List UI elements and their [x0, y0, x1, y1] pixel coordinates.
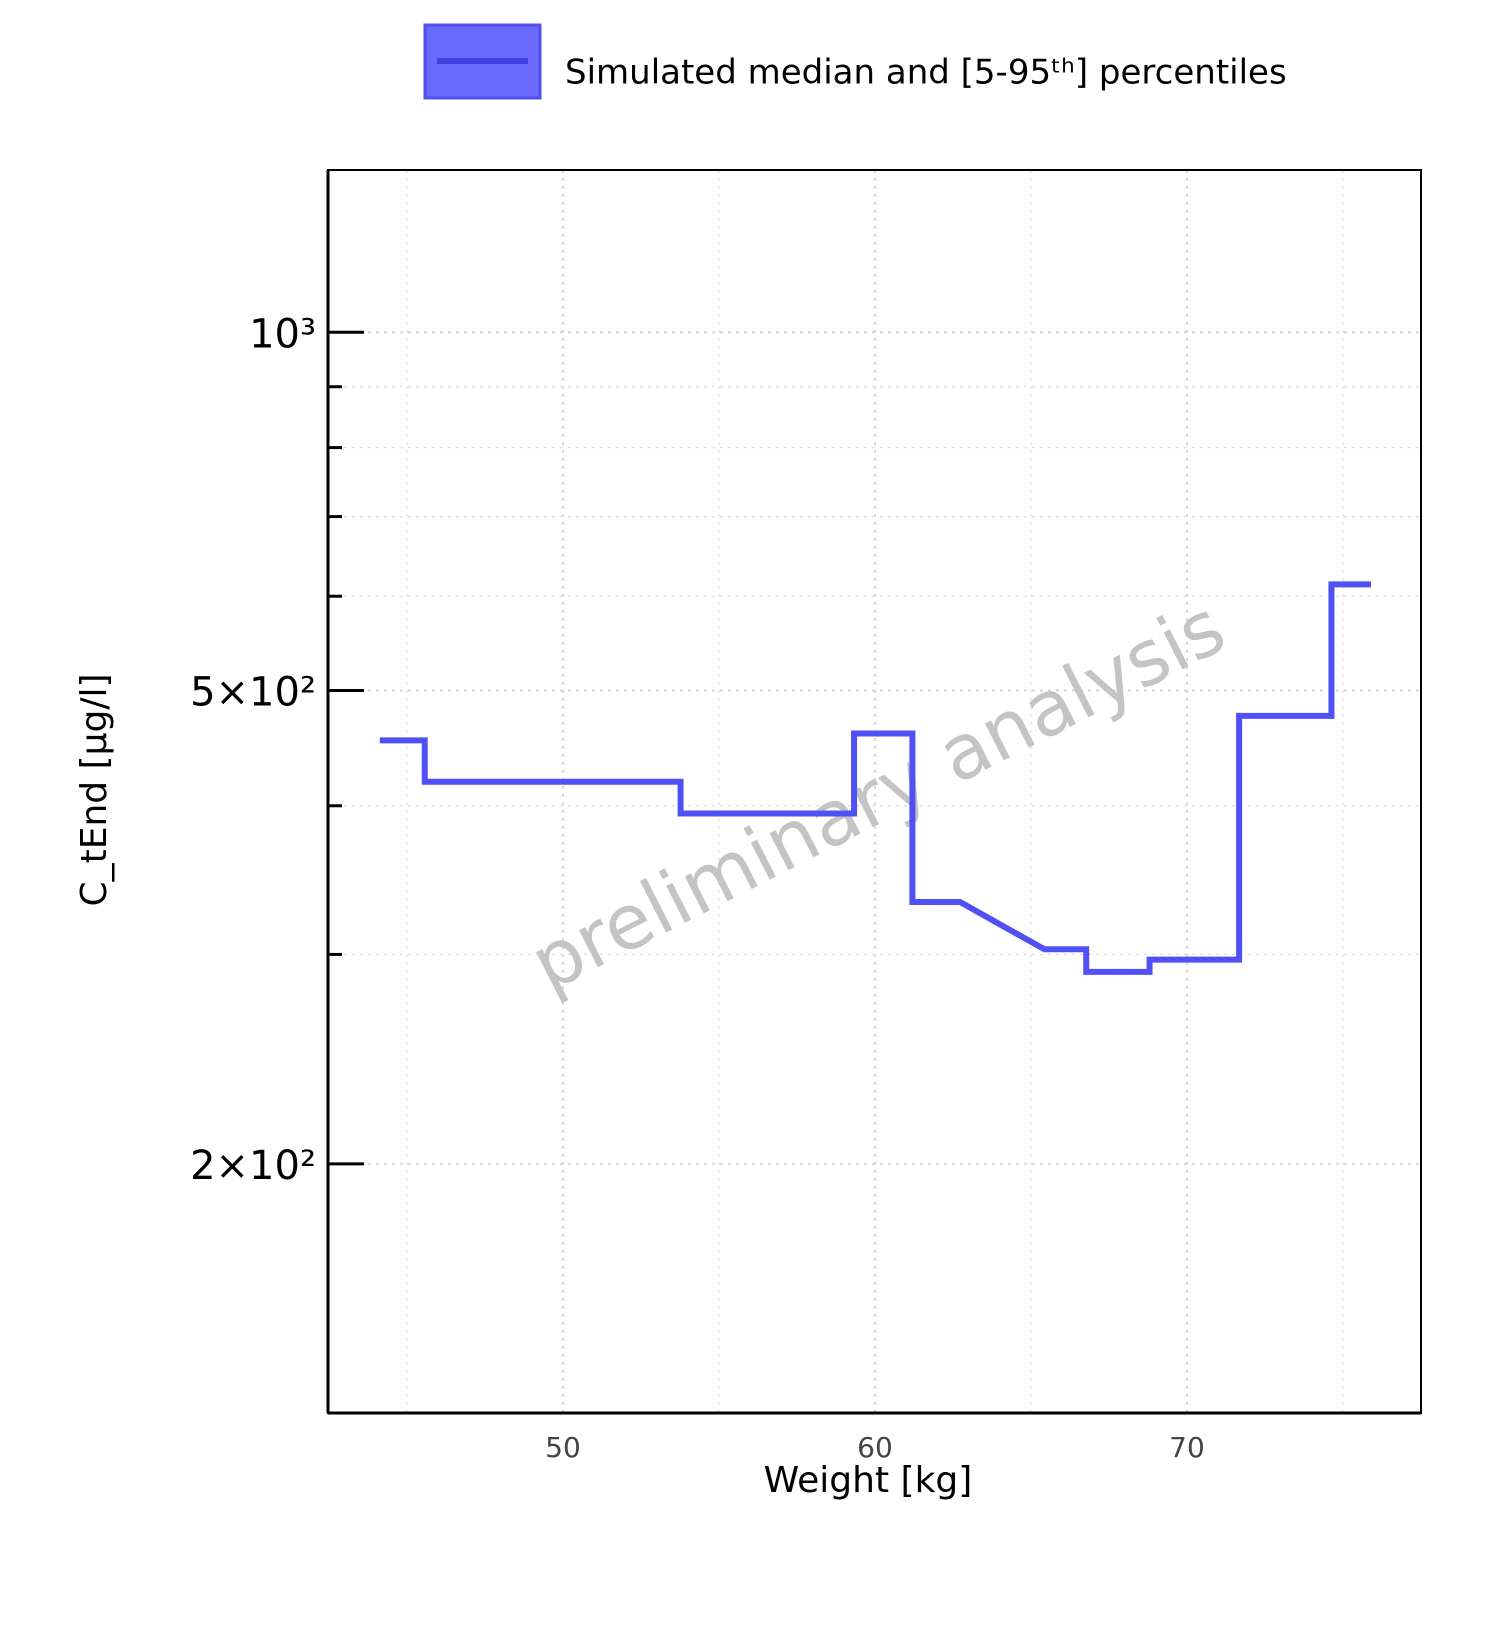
y-tick-label: 5×10²	[190, 669, 316, 715]
x-tick-label: 50	[545, 1431, 581, 1464]
y-axis-title: C_tEnd [µg/l]	[74, 673, 115, 906]
series-line	[379, 581, 1372, 975]
watermark: preliminary analysis	[517, 582, 1239, 1009]
y-tick-label: 10³	[249, 311, 316, 357]
x-tick-label: 60	[857, 1431, 893, 1464]
legend-label: Simulated median and [5-95ᵗʰ] percentile…	[565, 53, 1287, 93]
x-tick-label: 70	[1169, 1431, 1205, 1464]
y-tick-label: 2×10²	[190, 1143, 316, 1189]
x-axis-title: Weight [kg]	[764, 1460, 973, 1501]
